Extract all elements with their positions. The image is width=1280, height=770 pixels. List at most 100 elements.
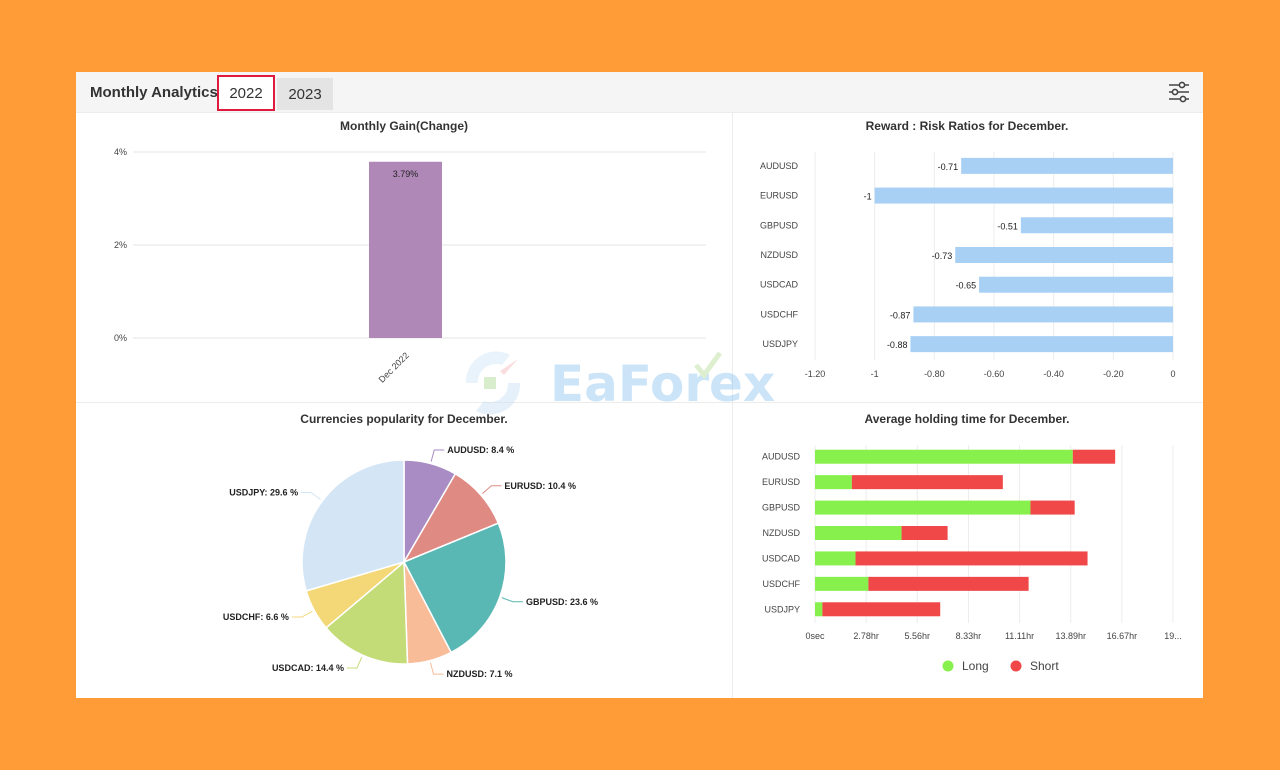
ratio-bar [910,336,1173,353]
y-tick-label: USDJPY [762,339,798,349]
currency-popularity-chart: Currencies popularity for December. AUDUS… [223,412,598,679]
analytics-panel: Monthly Analytics 2022 2023 [76,72,1203,698]
panel-header: Monthly Analytics 2022 2023 [76,72,1203,113]
ratio-bar [913,306,1173,323]
pie-slice [301,459,405,592]
vertical-divider [732,112,733,698]
x-tick-label: 0sec [805,631,825,641]
holding-bar-short [822,602,941,617]
legend-marker-short [1010,660,1022,672]
pie-label: USDCHF: 6.6 % [223,612,289,622]
sliders-icon[interactable] [1167,81,1191,103]
y-tick-label: EURUSD [760,191,799,201]
ratio-bar [955,247,1173,263]
x-tick-label: -1 [871,369,879,379]
y-tick-label: USDCAD [760,280,799,290]
ratio-bar [979,276,1173,293]
x-tick-label: 0 [1170,369,1175,379]
x-tick-label: -0.40 [1043,369,1064,379]
pie-slice [402,522,507,654]
holding-bar-long [815,526,902,540]
page-title: Monthly Analytics [90,84,218,101]
x-tick-label: -0.20 [1103,369,1124,379]
ratio-bar [1020,217,1173,234]
reward-risk-chart: Reward : Risk Ratios for December. -1.20 -… [760,119,1176,379]
y-tick-label: GBPUSD [762,503,801,513]
holding-bar-short [1072,449,1116,464]
chart-title: Currencies popularity for December. [300,412,507,426]
x-tick-label: 11.11hr [1005,631,1034,641]
bar-data-label: -0.51 [997,221,1018,231]
tab-2022[interactable]: 2022 [217,75,275,111]
bar-data-label: -0.71 [938,162,959,172]
bar-data-label: -0.87 [890,310,911,320]
y-tick-label: 2% [114,240,127,250]
pie-label: USDJPY: 29.6 % [229,488,298,498]
pie-label: EURUSD: 10.4 % [504,481,576,491]
x-tick-label: -0.80 [924,369,945,379]
bar-data-label: 3.79% [393,169,419,179]
y-tick-label: USDCHF [763,579,801,589]
y-tick-label: USDJPY [764,604,800,614]
gain-bar [369,161,442,338]
holding-bar-long [815,551,856,566]
y-tick-label: USDCAD [762,553,801,563]
holding-bar-long [815,475,852,490]
y-tick-label: NZDUSD [763,528,801,538]
bar-data-label: -0.73 [932,251,953,261]
pie-leader-line [291,610,313,618]
pie-leader-line [430,449,445,462]
y-tick-label: USDCHF [761,309,799,319]
y-tick-label: EURUSD [762,477,801,487]
holding-bar-long [815,602,823,617]
x-tick-label: 2.78hr [853,631,879,641]
holding-bar-short [868,576,1029,591]
y-tick-label: 0% [114,333,127,343]
pie-leader-line [501,597,523,603]
legend-label: Short [1030,659,1059,673]
pie-slice [325,560,409,665]
holding-time-chart: Average holding time for December. 0sec 2.… [762,412,1182,673]
monthly-gain-chart: Monthly Gain(Change) 0% 2% 4% 3.79% Dec 2022 [114,119,706,385]
x-tick-label: 13.89hr [1055,631,1086,641]
pie-leader-line [346,656,363,669]
y-tick-label: GBPUSD [760,220,799,230]
x-tick-label: Dec 2022 [377,350,411,384]
holding-bar-long [815,500,1031,515]
chart-title: Monthly Gain(Change) [340,119,468,133]
bar-data-label: -0.88 [887,340,908,350]
x-tick-label: -0.60 [984,369,1005,379]
holding-bar-short [1030,500,1075,515]
pie-label: AUDUSD: 8.4 % [447,445,514,455]
pie-label: NZDUSD: 7.1 % [447,669,513,679]
bar-data-label: -0.65 [956,281,977,291]
holding-bar-short [855,551,1088,566]
ratio-bar [961,157,1173,174]
horizontal-divider [76,402,1203,403]
legend-marker-long [942,660,954,672]
x-tick-label: 16.67hr [1107,631,1138,641]
ratio-bar [874,187,1173,204]
chart-title: Average holding time for December. [865,412,1070,426]
holding-bar-long [815,449,1073,464]
y-tick-label: AUDUSD [760,161,799,171]
pie-leader-line [429,662,444,675]
x-tick-label: -1.20 [805,369,826,379]
y-tick-label: AUDUSD [762,452,801,462]
holding-bar-short [851,475,1003,490]
x-tick-label: 8.33hr [956,631,982,641]
pie-leader-line [301,492,321,501]
y-tick-label: 4% [114,147,127,157]
y-tick-label: NZDUSD [761,250,799,260]
holding-bar-short [901,526,948,540]
x-tick-label: 5.56hr [905,631,931,641]
chart-title: Reward : Risk Ratios for December. [866,119,1069,133]
pie-label: GBPUSD: 23.6 % [526,597,598,607]
pie-leader-line [482,485,502,495]
pie-label: USDCAD: 14.4 % [272,663,344,673]
legend-label: Long [962,659,989,673]
holding-bar-long [815,576,869,591]
bar-data-label: -1 [864,192,872,202]
tab-2023[interactable]: 2023 [277,78,333,110]
